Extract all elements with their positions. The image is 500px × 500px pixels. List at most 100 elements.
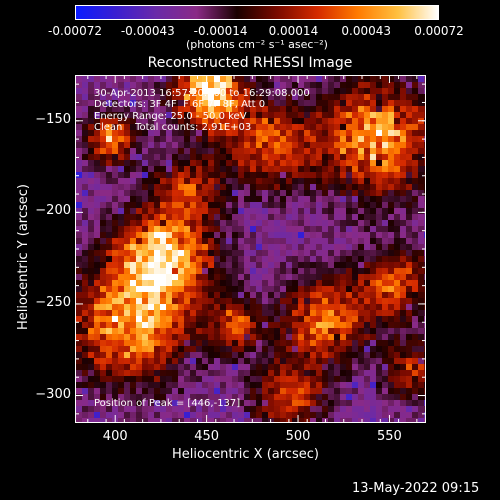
heatmap-cell [364,322,370,328]
heatmap-cell [88,172,94,178]
heatmap-cell [424,94,425,100]
heatmap-cell [232,292,238,298]
heatmap-cell [370,190,376,196]
heatmap-cell [124,112,130,118]
heatmap-cell [262,274,268,280]
heatmap-cell [334,112,340,118]
heatmap-cell [178,94,184,100]
heatmap-cell [346,214,352,220]
heatmap-cell [256,184,262,190]
heatmap-cell [106,118,112,124]
heatmap-cell [256,124,262,130]
heatmap-cell [358,412,364,418]
heatmap-cell [238,304,244,310]
heatmap-cell [412,250,418,256]
heatmap-cell [106,172,112,178]
heatmap-cell [100,226,106,232]
heatmap-cell [196,100,202,106]
heatmap-cell [244,82,250,88]
heatmap-cell [178,232,184,238]
heatmap-cell [244,232,250,238]
heatmap-cell [274,184,280,190]
heatmap-cell [100,286,106,292]
heatmap-cell [154,148,160,154]
heatmap-cell [388,286,394,292]
heatmap-cell [424,376,425,382]
heatmap-cell [196,94,202,100]
heatmap-cell [166,232,172,238]
heatmap-cell [160,352,166,358]
heatmap-cell [400,88,406,94]
heatmap-cell [364,202,370,208]
heatmap-cell [382,118,388,124]
heatmap-cell [112,358,118,364]
heatmap-cell [256,190,262,196]
heatmap-cell [220,172,226,178]
heatmap-cell [112,394,118,400]
heatmap-cell [226,400,232,406]
heatmap-cell [124,262,130,268]
heatmap-cell [322,232,328,238]
heatmap-cell [370,208,376,214]
heatmap-cell [424,106,425,112]
heatmap-cell [196,262,202,268]
heatmap-cell [112,166,118,172]
heatmap-cell [106,76,112,82]
heatmap-cell [166,136,172,142]
heatmap-cell [172,82,178,88]
heatmap-cell [238,214,244,220]
heatmap-cell [76,154,82,160]
heatmap-cell [148,412,154,418]
heatmap-cell [316,214,322,220]
heatmap-cell [274,76,280,82]
heatmap-cell [262,412,268,418]
heatmap-cell [280,352,286,358]
heatmap-cell [298,82,304,88]
heatmap-cell [376,166,382,172]
heatmap-cell [130,316,136,322]
heatmap-cell [370,382,376,388]
heatmap-cell [394,100,400,106]
heatmap-cell [340,334,346,340]
heatmap-cell [136,232,142,238]
heatmap-cell [226,154,232,160]
heatmap-cell [424,226,425,232]
heatmap-cell [304,250,310,256]
heatmap-cell [184,298,190,304]
heatmap-cell [250,190,256,196]
heatmap-cell [136,154,142,160]
heatmap-cell [262,160,268,166]
heatmap-cell [208,316,214,322]
heatmap-cell [382,340,388,346]
heatmap-cell [178,370,184,376]
heatmap-cell [346,106,352,112]
heatmap-cell [82,412,88,418]
heatmap-cell [310,292,316,298]
heatmap-cell [322,280,328,286]
heatmap-cell [196,256,202,262]
heatmap-cell [130,76,136,82]
heatmap-cell [418,268,424,274]
heatmap-cell [196,106,202,112]
heatmap-cell [100,268,106,274]
heatmap-cell [310,268,316,274]
heatmap-cell [310,130,316,136]
heatmap-cell [280,268,286,274]
heatmap-cell [76,304,82,310]
heatmap-cell [88,358,94,364]
heatmap-cell [412,280,418,286]
heatmap-cell [88,352,94,358]
heatmap-cell [118,412,124,418]
heatmap-cell [280,388,286,394]
heatmap-cell [142,76,148,82]
heatmap-cell [370,166,376,172]
heatmap-cell [346,364,352,370]
heatmap-cell [286,298,292,304]
heatmap-cell [358,256,364,262]
heatmap-cell [226,178,232,184]
heatmap-cell [256,154,262,160]
heatmap-cell [388,226,394,232]
heatmap-cell [322,76,328,82]
heatmap-cell [376,136,382,142]
heatmap-cell [400,214,406,220]
